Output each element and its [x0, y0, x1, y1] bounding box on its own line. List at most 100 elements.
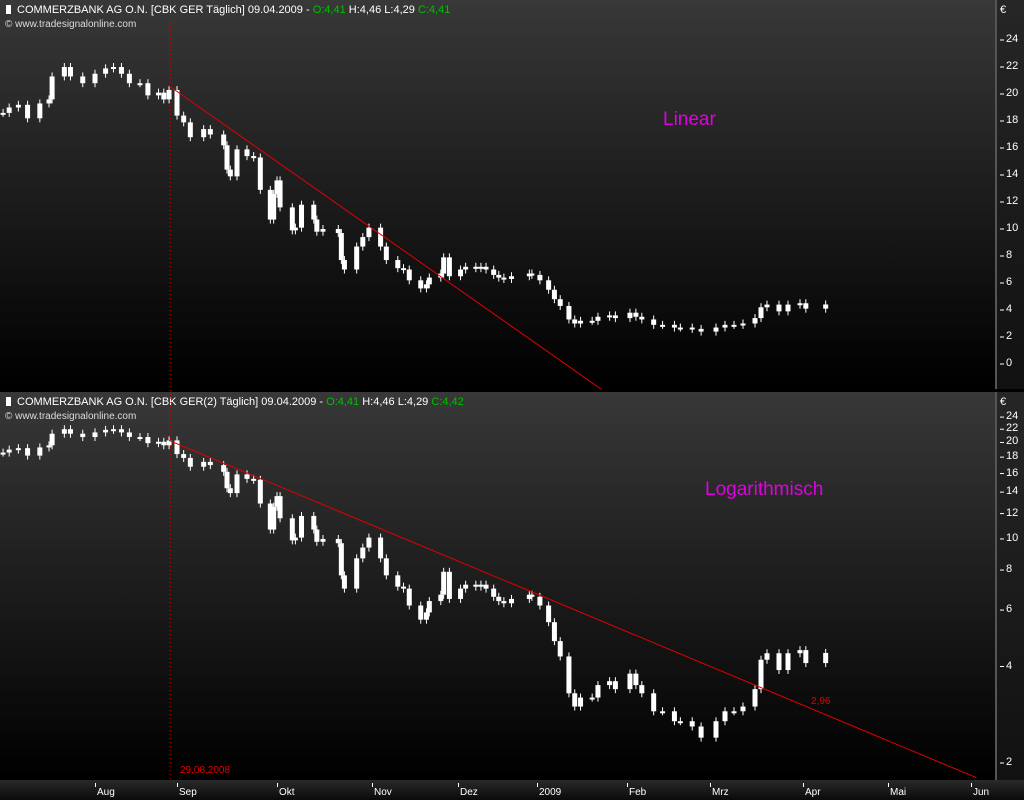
- log-y-tick-label: 22: [1006, 422, 1019, 435]
- log-y-tick-label: 16: [1006, 466, 1019, 479]
- candle: [612, 681, 618, 690]
- candle: [722, 324, 728, 328]
- linear-price-axis[interactable]: [997, 0, 1024, 389]
- linear-y-tick-label: 0: [1006, 357, 1013, 369]
- candle: [320, 538, 326, 542]
- candle: [118, 67, 124, 74]
- candle: [526, 594, 532, 599]
- candle: [224, 471, 230, 489]
- candle: [311, 515, 317, 530]
- candle: [46, 445, 52, 448]
- x-tick-mark: [888, 783, 889, 787]
- candle: [578, 320, 584, 324]
- candle: [589, 320, 595, 323]
- candle: [501, 277, 507, 280]
- candle: [764, 304, 770, 308]
- candle: [187, 457, 193, 467]
- candle: [314, 219, 320, 232]
- candle: [187, 122, 193, 138]
- candle: [49, 433, 55, 446]
- candle: [758, 659, 764, 690]
- linear-chart-panel[interactable]: [0, 0, 997, 389]
- candle: [740, 706, 746, 712]
- marker-date-label: 29.08.2008: [180, 765, 231, 776]
- candle: [651, 319, 657, 325]
- candle: [557, 641, 563, 657]
- x-tick-label: Jun: [973, 787, 990, 798]
- candle: [111, 429, 117, 432]
- linear-y-tick-label: 24: [1006, 33, 1019, 45]
- candle: [483, 584, 489, 589]
- candle: [155, 441, 161, 444]
- linear-y-tick-label: 18: [1006, 114, 1019, 126]
- candle: [823, 304, 829, 309]
- candle: [526, 273, 532, 277]
- date-axis[interactable]: [0, 780, 1024, 800]
- candle: [46, 99, 52, 104]
- candlestick-icon: [6, 397, 11, 406]
- candle: [426, 277, 432, 285]
- candle: [595, 316, 601, 321]
- candle: [207, 129, 213, 135]
- candle: [92, 432, 98, 438]
- x-tick-mark: [537, 783, 538, 787]
- candle: [529, 273, 535, 276]
- x-tick-label: Nov: [374, 787, 392, 798]
- candle: [251, 478, 257, 481]
- x-tick-mark: [971, 783, 972, 787]
- candle: [406, 269, 412, 281]
- candle: [338, 543, 344, 576]
- candle: [207, 461, 213, 466]
- candle: [338, 233, 344, 261]
- candle: [378, 227, 384, 247]
- candle: [227, 169, 233, 177]
- candle: [803, 650, 809, 664]
- candle: [441, 571, 447, 595]
- candle: [335, 538, 341, 544]
- candle: [546, 280, 552, 290]
- candle: [61, 67, 67, 77]
- candle: [25, 104, 31, 119]
- currency-label: €: [1000, 4, 1007, 16]
- linear-y-tick-label: 6: [1006, 276, 1013, 288]
- x-tick-label: Apr: [805, 787, 821, 798]
- candle: [401, 268, 407, 271]
- candle: [418, 605, 424, 620]
- candle: [166, 89, 172, 100]
- candle: [633, 673, 639, 686]
- candle: [267, 189, 273, 220]
- candle: [92, 73, 98, 84]
- candle: [660, 711, 666, 714]
- log-chart-panel[interactable]: [0, 392, 997, 780]
- candle: [366, 227, 372, 238]
- x-tick-mark: [458, 783, 459, 787]
- candle: [423, 284, 429, 289]
- candle: [234, 474, 240, 494]
- copyright: © www.tradesignalonline.com: [5, 411, 137, 422]
- chart-header-top: COMMERZBANK AG O.N. [CBK GER Täglich] 09…: [6, 4, 450, 16]
- linear-y-tick-label: 4: [1006, 303, 1013, 315]
- candle: [689, 327, 695, 330]
- candle: [776, 304, 782, 312]
- candle: [426, 601, 432, 613]
- candle: [335, 229, 341, 234]
- x-tick-mark: [277, 783, 278, 787]
- candle: [731, 711, 737, 714]
- candle: [537, 274, 543, 281]
- x-tick-label: Dez: [460, 787, 478, 798]
- candle: [677, 327, 683, 330]
- scale-label-log: Logarithmisch: [705, 479, 824, 500]
- candle: [566, 305, 572, 320]
- candle: [740, 323, 746, 326]
- candle: [660, 324, 666, 327]
- candle: [698, 328, 704, 332]
- candle: [354, 558, 360, 589]
- candle: [201, 461, 207, 467]
- candle: [137, 437, 143, 440]
- x-tick-mark: [95, 783, 96, 787]
- candle: [181, 454, 187, 458]
- log-y-tick-label: 8: [1006, 563, 1013, 576]
- candle: [299, 515, 305, 538]
- x-tick-mark: [627, 783, 628, 787]
